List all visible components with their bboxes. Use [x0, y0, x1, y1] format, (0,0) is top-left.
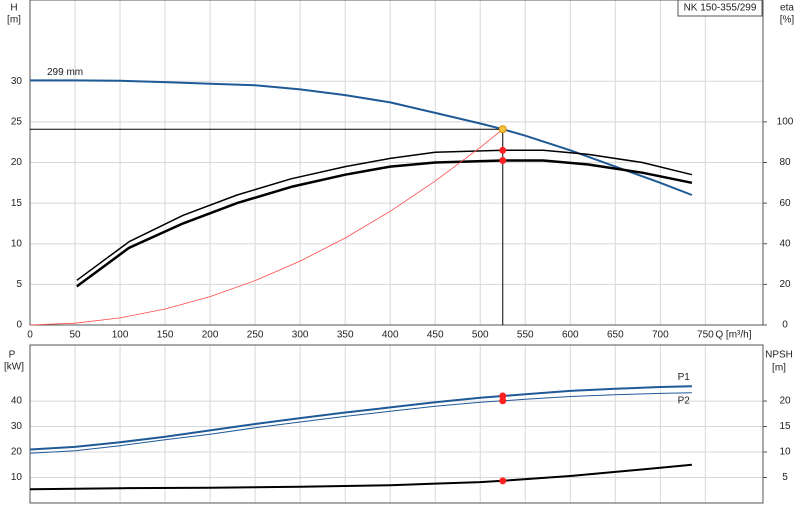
- point-marker: [499, 156, 507, 164]
- y2-tick-label: 5: [782, 472, 788, 483]
- legend-label: P2: [678, 395, 691, 406]
- curve: [29, 392, 692, 454]
- x-tick-label: 200: [202, 330, 219, 341]
- y2-tick-label: 15: [779, 421, 791, 432]
- y2-axis-label: [m]: [772, 363, 786, 374]
- y-tick-label: 30: [11, 421, 23, 432]
- y2-axis-label: eta: [780, 3, 794, 14]
- legend-label: P1: [678, 372, 691, 383]
- y2-tick-label: 80: [779, 157, 791, 168]
- x-tick-label: 250: [247, 330, 264, 341]
- x-tick-label: 50: [69, 330, 81, 341]
- curve: [29, 128, 504, 326]
- y-tick-label: 25: [11, 117, 23, 128]
- curve: [76, 149, 693, 281]
- y2-tick-label: 40: [779, 238, 791, 249]
- point-marker: [498, 125, 507, 134]
- point-marker: [499, 397, 507, 405]
- x-tick-label: 650: [607, 330, 624, 341]
- y2-tick-label: 10: [779, 447, 791, 458]
- x-tick-label: 550: [517, 330, 534, 341]
- y-tick-label: 10: [11, 472, 23, 483]
- y2-tick-label: 60: [779, 198, 791, 209]
- x-tick-label: 350: [337, 330, 354, 341]
- x-tick-label: 700: [652, 330, 669, 341]
- x-axis-label: Q [m³/h]: [715, 330, 751, 341]
- curve: [76, 159, 693, 288]
- legend-label: 299 mm: [47, 67, 83, 78]
- x-tick-label: 0: [27, 330, 33, 341]
- x-tick-label: 750: [697, 330, 714, 341]
- x-tick-label: 500: [472, 330, 489, 341]
- point-marker: [499, 392, 507, 400]
- title-box: [677, 0, 763, 17]
- y-axis-label: P: [9, 350, 16, 361]
- chart-title: NK 150-355/299: [684, 3, 757, 14]
- y2-tick-label: 20: [779, 396, 791, 407]
- y-tick-label: 15: [11, 198, 23, 209]
- point-marker: [499, 146, 507, 154]
- curve: [30, 79, 693, 196]
- x-tick-label: 100: [112, 330, 129, 341]
- y-tick-label: 20: [11, 157, 23, 168]
- plot-frame: [29, 0, 764, 326]
- plot-frame: [29, 344, 764, 504]
- y2-axis-label: NPSH: [765, 350, 793, 361]
- x-tick-label: 150: [157, 330, 174, 341]
- x-tick-label: 400: [382, 330, 399, 341]
- y-tick-label: 10: [11, 238, 23, 249]
- point-marker: [499, 477, 507, 485]
- y-axis-label: H: [10, 3, 17, 14]
- y-axis-label: [kW]: [4, 362, 24, 373]
- curve: [29, 385, 692, 451]
- x-tick-label: 600: [562, 330, 579, 341]
- y2-tick-label: 100: [777, 117, 794, 128]
- curve: [29, 463, 692, 491]
- y-tick-label: 5: [16, 279, 22, 290]
- y2-axis-label: [%]: [780, 15, 795, 26]
- y2-tick-label: 0: [782, 320, 788, 331]
- y-tick-label: 40: [11, 396, 23, 407]
- y-axis-label: [m]: [7, 15, 21, 26]
- y2-tick-label: 20: [779, 279, 791, 290]
- x-tick-label: 300: [292, 330, 309, 341]
- y-tick-label: 30: [11, 76, 23, 87]
- x-tick-label: 450: [427, 330, 444, 341]
- y-tick-label: 20: [11, 447, 23, 458]
- y-tick-label: 0: [16, 320, 22, 331]
